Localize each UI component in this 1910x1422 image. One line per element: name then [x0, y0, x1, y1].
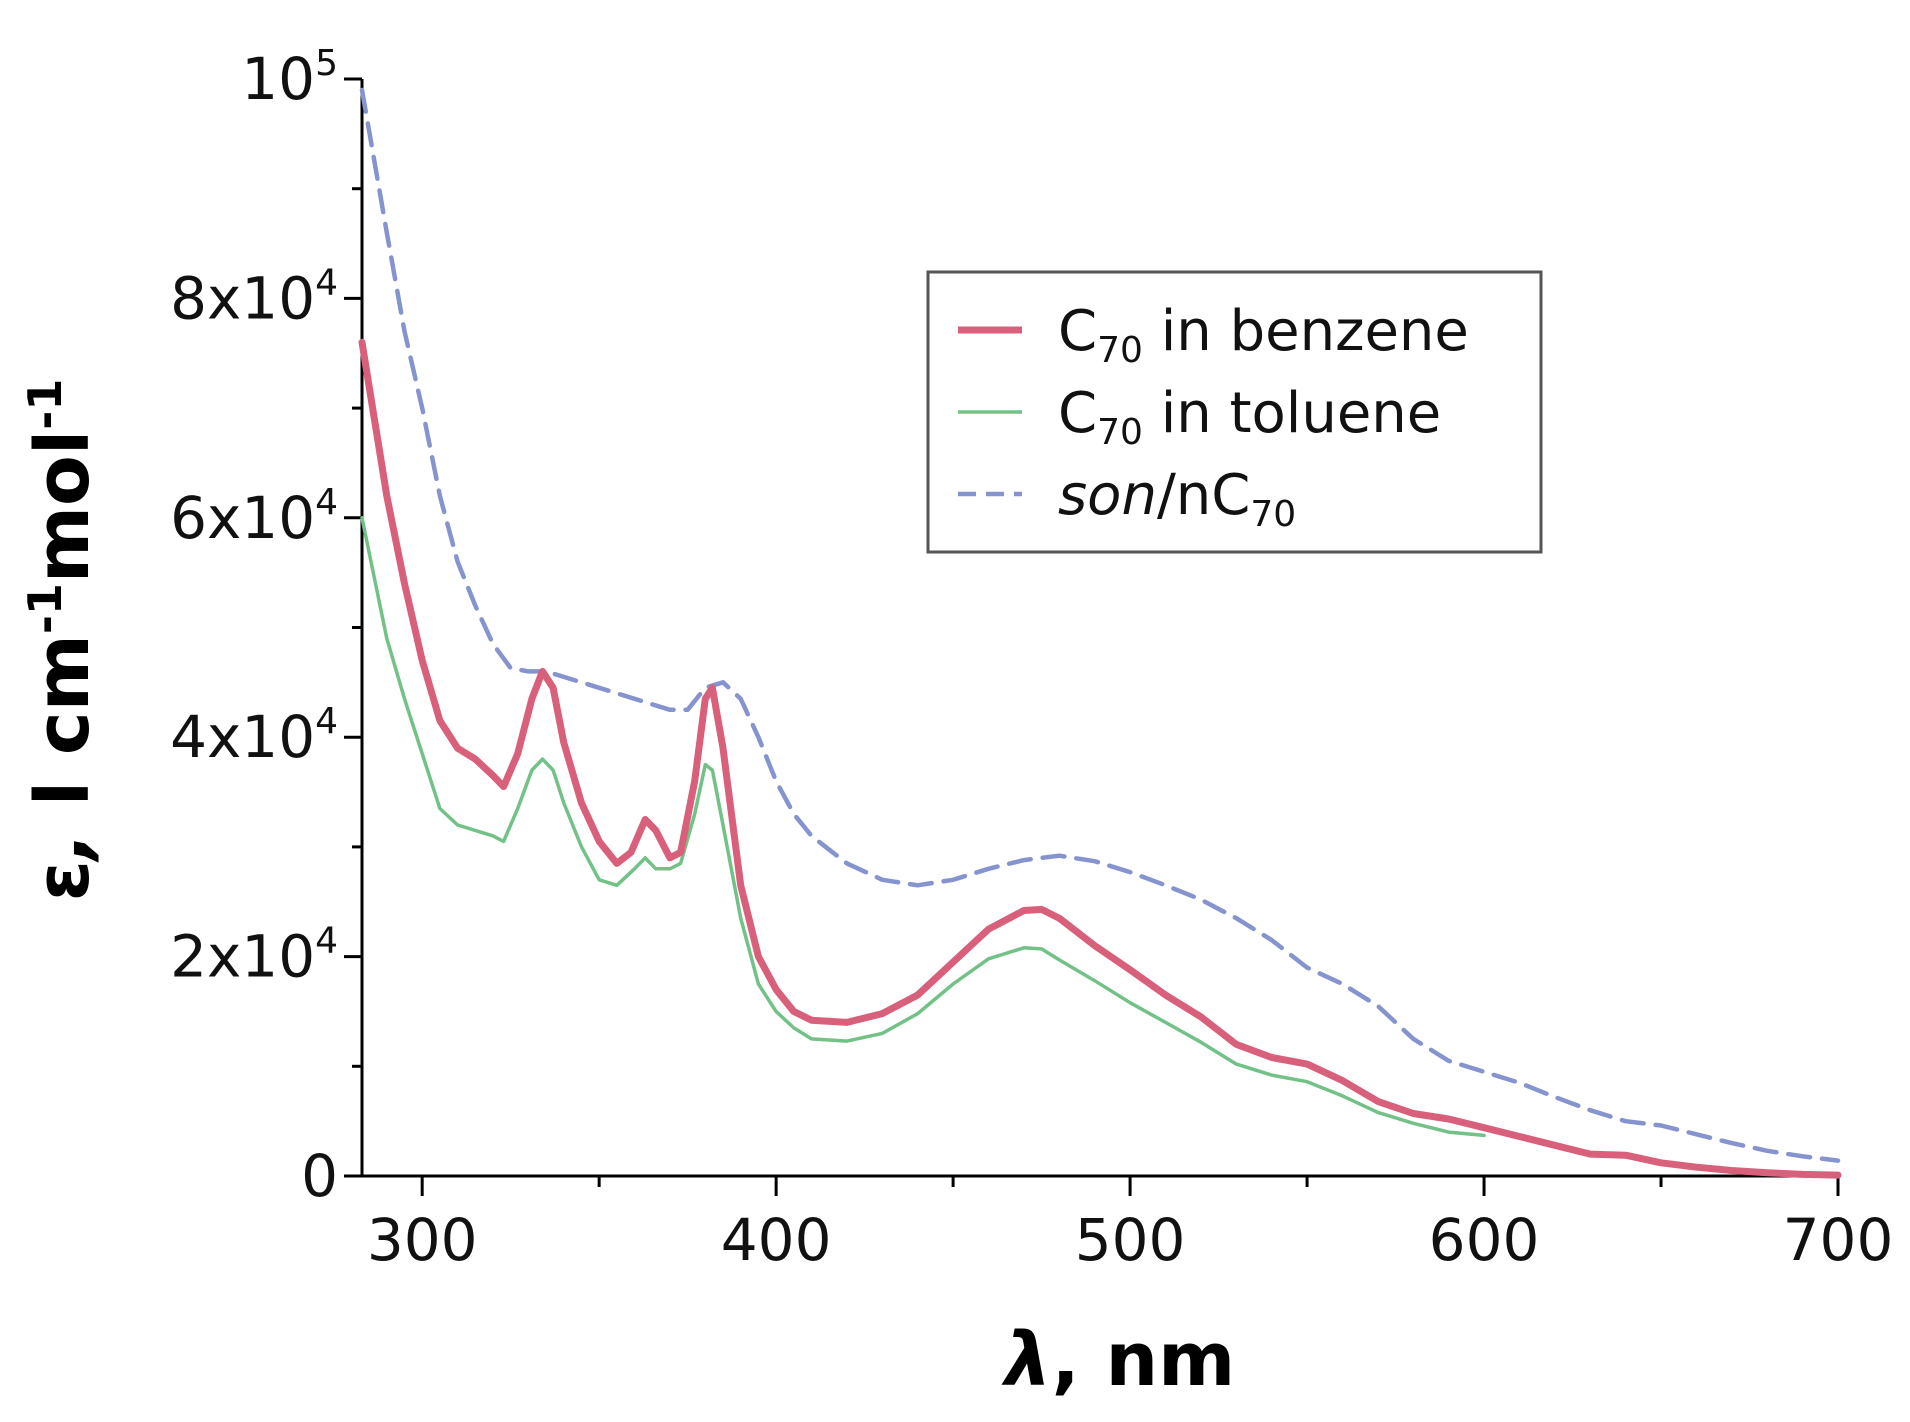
y-axis-title-mol: mol	[20, 430, 106, 583]
y-axis-title-symbol: ε	[20, 860, 106, 901]
x-axis-title-symbol: λ	[1001, 1317, 1052, 1403]
series-line-0	[358, 338, 1842, 1179]
x-tick-label: 600	[1429, 1206, 1540, 1274]
series-line-2	[359, 87, 1841, 1163]
y-axis-title-l: l cm	[20, 634, 106, 806]
y-axis-title-exp1: -1	[18, 583, 72, 634]
x-tick-label: 700	[1783, 1206, 1894, 1274]
y-tick-label: 8x104	[170, 262, 338, 332]
y-axis-title-exp2: -1	[18, 379, 72, 430]
legend-label-benzene: C70 in benzene	[1058, 299, 1469, 371]
x-tick-label: 300	[367, 1206, 478, 1274]
y-tick-label: 2x104	[170, 921, 338, 991]
x-axis-title-unit: , nm	[1052, 1317, 1236, 1403]
axes	[344, 77, 1840, 1196]
y-tick-label: 6x104	[170, 482, 338, 552]
x-tick-label: 500	[1075, 1206, 1186, 1274]
legend: C70 in benzene C70 in toluene son/nC70	[926, 270, 1543, 554]
y-tick-label: 4x104	[170, 701, 338, 771]
legend-box	[926, 270, 1543, 554]
series-line-1	[360, 516, 1486, 1138]
y-axis-title: ε, l cm-1mol-1	[18, 379, 106, 902]
y-axis-title-sep: ,	[20, 806, 106, 863]
series-layer	[358, 87, 1842, 1179]
x-tick-label: 400	[721, 1206, 832, 1274]
legend-label-toluene: C70 in toluene	[1058, 381, 1441, 453]
x-axis-title: λ, nm	[1001, 1317, 1236, 1403]
tick-labels: 0 2x104 4x104 6x104 8x104 105 300 400 500 600 700	[170, 43, 1893, 1274]
y-tick-label: 0	[301, 1142, 338, 1210]
legend-label-son-nc70: son/nC70	[1058, 463, 1296, 535]
y-tick-label: 105	[241, 43, 338, 113]
